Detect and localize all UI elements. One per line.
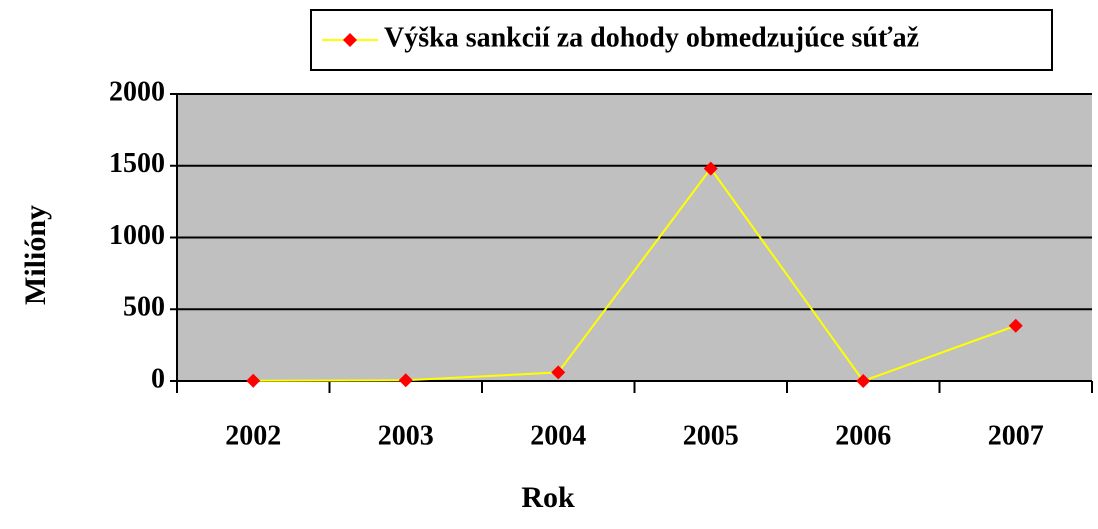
point-marker <box>856 374 871 388</box>
x-tick-label: 2007 <box>988 420 1044 451</box>
y-tick-label: 1500 <box>109 148 165 179</box>
y-tick-label: 0 <box>151 363 165 394</box>
legend-label: Výška sankcií za dohody obmedzujúce súťa… <box>384 22 919 53</box>
x-tick-label: 2006 <box>835 420 891 451</box>
point-marker <box>398 373 413 388</box>
legend-marker <box>343 33 357 47</box>
x-tick-label: 2002 <box>225 420 281 451</box>
x-axis-title: Rok <box>521 481 575 514</box>
y-tick-label: 1000 <box>109 220 165 251</box>
x-tick-label: 2003 <box>378 420 434 451</box>
x-tick-label: 2005 <box>683 420 739 451</box>
y-tick-label: 2000 <box>109 76 165 107</box>
point-marker <box>246 373 261 388</box>
y-tick-label: 500 <box>123 292 165 323</box>
point-marker <box>551 365 566 380</box>
point-marker <box>1008 318 1023 333</box>
series-line <box>253 166 1017 383</box>
x-tick-label: 2004 <box>530 420 586 451</box>
y-axis-title: Milióny <box>19 205 52 305</box>
legend-box <box>310 9 1053 71</box>
point-marker <box>703 161 718 176</box>
